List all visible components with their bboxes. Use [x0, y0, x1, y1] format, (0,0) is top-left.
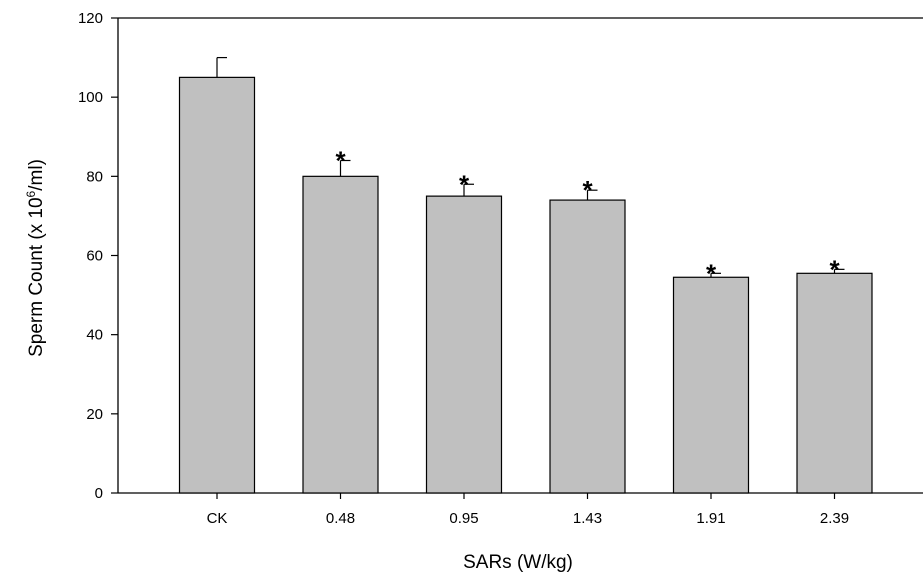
y-axis-title-suffix: /ml) [26, 159, 47, 191]
x-tick-label: 0.48 [326, 510, 355, 527]
bar [302, 175, 379, 494]
y-tick-label: 60 [86, 248, 103, 265]
significance-marker: * [459, 169, 470, 199]
y-axis-ticks: 0 20 40 60 80 100 120 [78, 10, 118, 502]
bar [549, 199, 626, 494]
significance-marker: * [582, 175, 593, 205]
significance-marker: * [335, 146, 346, 176]
y-tick-label: 80 [86, 168, 103, 185]
bar [796, 272, 873, 494]
significance-marker: * [829, 254, 840, 284]
x-axis-title: SARs (W/kg) [463, 552, 573, 573]
y-axis-title-prefix: Sperm Count (x 10 [26, 197, 47, 356]
y-axis-title-superscript: 6 [24, 190, 38, 197]
bar [672, 276, 750, 494]
y-tick-label: 40 [86, 327, 103, 344]
significance-marker: * [706, 258, 717, 288]
y-tick-label: 20 [86, 406, 103, 423]
y-tick-label: 100 [78, 89, 103, 106]
x-tick-label: 0.95 [449, 510, 478, 527]
y-tick-label: 0 [95, 485, 103, 502]
x-axis-ticks: CK 0.48 0.95 1.43 1.91 2.39 [207, 493, 849, 527]
y-axis-title: Sperm Count (x 106/ml) [24, 159, 47, 357]
bar [425, 195, 503, 494]
y-tick-label: 120 [78, 10, 103, 27]
bar [178, 76, 256, 494]
x-tick-label: 1.91 [696, 510, 725, 527]
x-tick-label: 2.39 [820, 510, 849, 527]
bars: * * * * * [178, 56, 873, 494]
x-tick-label: 1.43 [573, 510, 602, 527]
x-tick-label: CK [207, 510, 228, 527]
